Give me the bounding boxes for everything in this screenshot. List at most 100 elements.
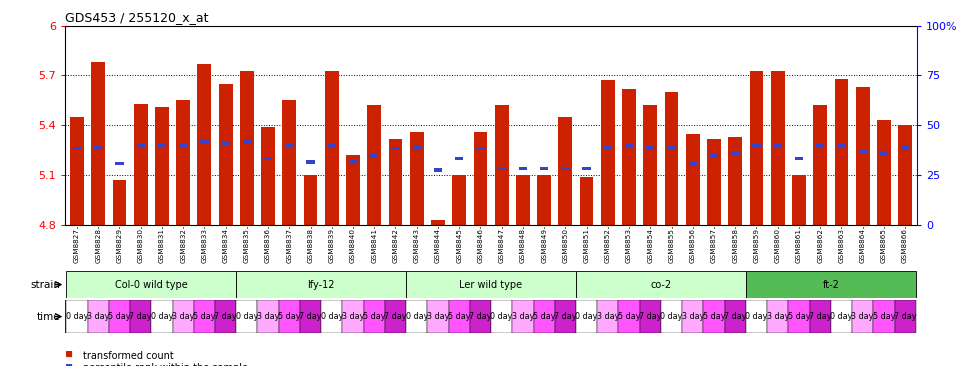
Text: 5 day: 5 day — [448, 312, 470, 321]
Bar — [343, 300, 364, 333]
Bar — [576, 300, 597, 333]
Text: GSM8853: GSM8853 — [626, 228, 632, 263]
Bar — [667, 145, 676, 149]
Bar — [306, 160, 315, 164]
Bar — [87, 300, 108, 333]
Text: GSM8839: GSM8839 — [328, 228, 335, 263]
Bar — [257, 300, 278, 333]
Bar — [830, 300, 852, 333]
Bar — [688, 162, 697, 165]
Bar — [392, 147, 399, 150]
Text: 5 day: 5 day — [108, 312, 131, 321]
Text: strain: strain — [31, 280, 60, 290]
Bar — [901, 145, 909, 149]
Bar — [809, 300, 830, 333]
Bar — [215, 300, 236, 333]
Bar — [348, 160, 357, 164]
Bar — [540, 167, 548, 171]
Bar — [604, 145, 612, 149]
Bar — [427, 300, 448, 333]
Bar — [704, 300, 725, 333]
Bar — [389, 139, 402, 225]
Text: 7 day: 7 day — [724, 312, 747, 321]
Bar — [406, 300, 427, 333]
Text: 5 day: 5 day — [533, 312, 556, 321]
Bar — [303, 175, 318, 225]
Text: GSM8848: GSM8848 — [520, 228, 526, 263]
Bar — [746, 300, 767, 333]
Bar — [601, 81, 614, 225]
Text: GSM8849: GSM8849 — [541, 228, 547, 263]
Bar — [469, 300, 492, 333]
Text: GSM8833: GSM8833 — [202, 228, 207, 263]
Bar — [664, 92, 679, 225]
Bar — [899, 125, 912, 225]
Text: 3 day: 3 day — [512, 312, 534, 321]
Text: 0 day: 0 day — [745, 312, 768, 321]
Text: 0 day: 0 day — [830, 312, 852, 321]
Text: 0 day: 0 day — [660, 312, 683, 321]
Text: GSM8854: GSM8854 — [647, 228, 654, 263]
Bar — [476, 147, 485, 150]
Bar — [643, 105, 658, 225]
Bar — [660, 300, 683, 333]
Bar — [322, 300, 343, 333]
Text: GSM8847: GSM8847 — [498, 228, 505, 263]
Bar — [91, 62, 105, 225]
Bar — [240, 71, 253, 225]
Bar — [538, 175, 551, 225]
Text: 3 day: 3 day — [597, 312, 619, 321]
Bar — [285, 143, 294, 147]
Text: 3 day: 3 day — [342, 312, 364, 321]
Text: 7 day: 7 day — [300, 312, 322, 321]
Bar — [855, 87, 870, 225]
Text: ft-2: ft-2 — [823, 280, 839, 290]
Text: GSM8831: GSM8831 — [159, 228, 165, 263]
Bar — [282, 100, 297, 225]
Bar — [115, 162, 124, 165]
Text: Ler wild type: Ler wild type — [460, 280, 522, 290]
Bar — [66, 300, 87, 333]
Text: Col-0 wild type: Col-0 wild type — [115, 280, 187, 290]
Bar — [562, 167, 569, 171]
Bar — [410, 132, 423, 225]
Bar — [452, 175, 467, 225]
Text: GSM8850: GSM8850 — [563, 228, 568, 263]
Bar — [194, 300, 215, 333]
Text: 3 day: 3 day — [766, 312, 789, 321]
Bar — [371, 153, 378, 157]
Text: 0 day: 0 day — [66, 312, 88, 321]
Bar — [516, 175, 530, 225]
Bar — [264, 157, 273, 160]
Text: GDS453 / 255120_x_at: GDS453 / 255120_x_at — [65, 11, 208, 24]
Bar — [243, 140, 251, 144]
Text: GSM8857: GSM8857 — [711, 228, 717, 263]
Bar — [261, 127, 275, 225]
Bar — [580, 177, 593, 225]
Text: GSM8856: GSM8856 — [690, 228, 696, 263]
Text: GSM8832: GSM8832 — [180, 228, 186, 263]
Text: GSM8846: GSM8846 — [477, 228, 484, 263]
Text: 5 day: 5 day — [618, 312, 640, 321]
Text: 0 day: 0 day — [491, 312, 513, 321]
Text: GSM8862: GSM8862 — [817, 228, 823, 263]
Bar — [219, 84, 232, 225]
Bar — [136, 143, 145, 147]
Text: ◾: ◾ — [65, 349, 73, 359]
Text: 7 day: 7 day — [214, 312, 237, 321]
Text: GSM8834: GSM8834 — [223, 228, 228, 263]
Bar — [795, 157, 804, 160]
Text: 7 day: 7 day — [130, 312, 152, 321]
Text: 5 day: 5 day — [193, 312, 216, 321]
Bar — [300, 300, 322, 333]
Bar — [639, 300, 660, 333]
Bar — [236, 300, 257, 333]
Bar — [497, 167, 506, 171]
Bar — [685, 134, 700, 225]
Text: 5 day: 5 day — [703, 312, 725, 321]
Bar — [201, 140, 208, 144]
Text: GSM8836: GSM8836 — [265, 228, 271, 263]
Bar — [179, 143, 187, 147]
Text: GSM8860: GSM8860 — [775, 228, 780, 263]
Bar — [625, 143, 634, 147]
